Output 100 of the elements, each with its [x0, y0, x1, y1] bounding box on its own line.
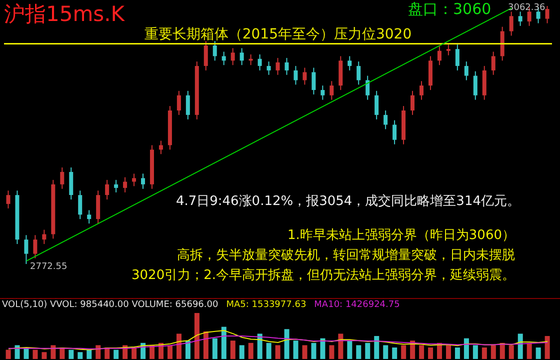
- bar: [132, 348, 137, 359]
- bar: [86, 350, 92, 359]
- annotation: 高拆，失半放量突破先机，转回常规增量突破，日内未摆脱: [177, 247, 515, 264]
- bar: [176, 334, 182, 359]
- bar: [374, 336, 380, 359]
- bar: [544, 336, 550, 359]
- bar: [257, 334, 262, 359]
- candlestick: [123, 176, 128, 193]
- candlestick: [78, 190, 82, 220]
- bar: [518, 334, 523, 359]
- candlestick: [348, 56, 352, 71]
- bar: [230, 340, 236, 359]
- text: VOL(5,10) VVOL: 985440.00 VOLUME: 65696.00: [2, 300, 218, 310]
- bar: [221, 326, 226, 359]
- candlestick: [455, 44, 460, 71]
- text: 3020引力；2.今早高开拆盘，但仍无法站上强弱分界，延续弱震。: [132, 267, 515, 284]
- candlestick: [320, 85, 325, 100]
- bar: [320, 338, 326, 359]
- bar: [464, 338, 469, 359]
- bar: [275, 345, 280, 359]
- candlestick: [446, 44, 450, 56]
- candlestick: [158, 140, 163, 155]
- candlestick: [266, 61, 271, 76]
- annotation: 2772.55: [30, 262, 68, 272]
- bar: [508, 345, 514, 359]
- candlestick: [204, 40, 208, 71]
- bar: [311, 342, 316, 359]
- candlestick: [419, 80, 424, 100]
- candlestick: [230, 48, 235, 66]
- candlestick: [42, 229, 46, 245]
- bar: [266, 342, 272, 359]
- candlestick: [240, 48, 244, 66]
- bar: [50, 345, 56, 359]
- candlestick: [473, 70, 478, 100]
- bar: [419, 345, 424, 359]
- candlestick: [60, 166, 64, 190]
- candlestick: [258, 54, 262, 71]
- bar: [168, 345, 172, 359]
- candlestick: [284, 57, 289, 76]
- bar: [356, 345, 362, 359]
- bar: [526, 342, 532, 359]
- bar: [338, 334, 344, 359]
- candlestick: [491, 51, 496, 76]
- bar: [293, 340, 298, 359]
- candlestick: [105, 179, 110, 200]
- candlestick: [518, 11, 522, 26]
- bar: [392, 348, 398, 359]
- candlestick: [114, 179, 118, 193]
- candlestick: [330, 80, 334, 100]
- candlestick: [132, 173, 136, 187]
- candlestick: [24, 234, 28, 264]
- bar: [347, 340, 352, 359]
- annotation: 盘口：3060: [408, 0, 492, 19]
- text: MA5: 1533977.63: [226, 300, 306, 310]
- candlestick: [545, 6, 550, 24]
- candlestick: [437, 46, 442, 66]
- bar: [454, 348, 460, 359]
- candlestick: [212, 40, 217, 62]
- bar: [68, 350, 74, 359]
- bar: [212, 338, 218, 359]
- candlestick: [302, 67, 307, 86]
- candlestick: [33, 234, 38, 259]
- bar: [302, 345, 308, 359]
- bar: [6, 350, 11, 359]
- bar: [482, 348, 487, 359]
- bar: [96, 345, 101, 359]
- bar: [401, 345, 406, 359]
- candlestick: [374, 90, 379, 120]
- annotation: 3062.36: [508, 3, 546, 13]
- candlestick: [176, 90, 181, 116]
- bar: [329, 345, 334, 359]
- bar: [42, 352, 47, 359]
- bar: [536, 348, 541, 359]
- candlestick: [384, 110, 388, 130]
- candlestick: [392, 120, 397, 145]
- candlestick: [509, 11, 514, 36]
- candlestick: [464, 61, 468, 81]
- chart-title: 沪指15ms.K: [4, 1, 125, 28]
- bar: [194, 313, 200, 359]
- candlestick: [312, 67, 316, 95]
- candlestick: [276, 57, 280, 76]
- annotation: 1.昨早未站上强弱分界（昨日为3060）: [288, 227, 515, 244]
- candlestick: [356, 61, 361, 86]
- bar: [500, 342, 505, 359]
- bar: [428, 348, 434, 359]
- bar: [32, 350, 38, 359]
- bar: [446, 345, 451, 359]
- bar: [114, 350, 119, 359]
- text: MA10: 1426924.75: [314, 300, 400, 310]
- annotation: 4.7日9:46涨0.12%，报3054，成交同比略增至314亿元。: [176, 193, 520, 210]
- candlestick: [6, 190, 10, 209]
- candlestick: [366, 75, 370, 100]
- bar: [284, 329, 290, 359]
- bar: [472, 345, 478, 359]
- bar: [490, 345, 496, 359]
- bar: [185, 340, 190, 359]
- bar: [78, 352, 83, 359]
- bar: [365, 342, 370, 359]
- candlestick: [222, 51, 226, 66]
- candlestick: [410, 90, 415, 116]
